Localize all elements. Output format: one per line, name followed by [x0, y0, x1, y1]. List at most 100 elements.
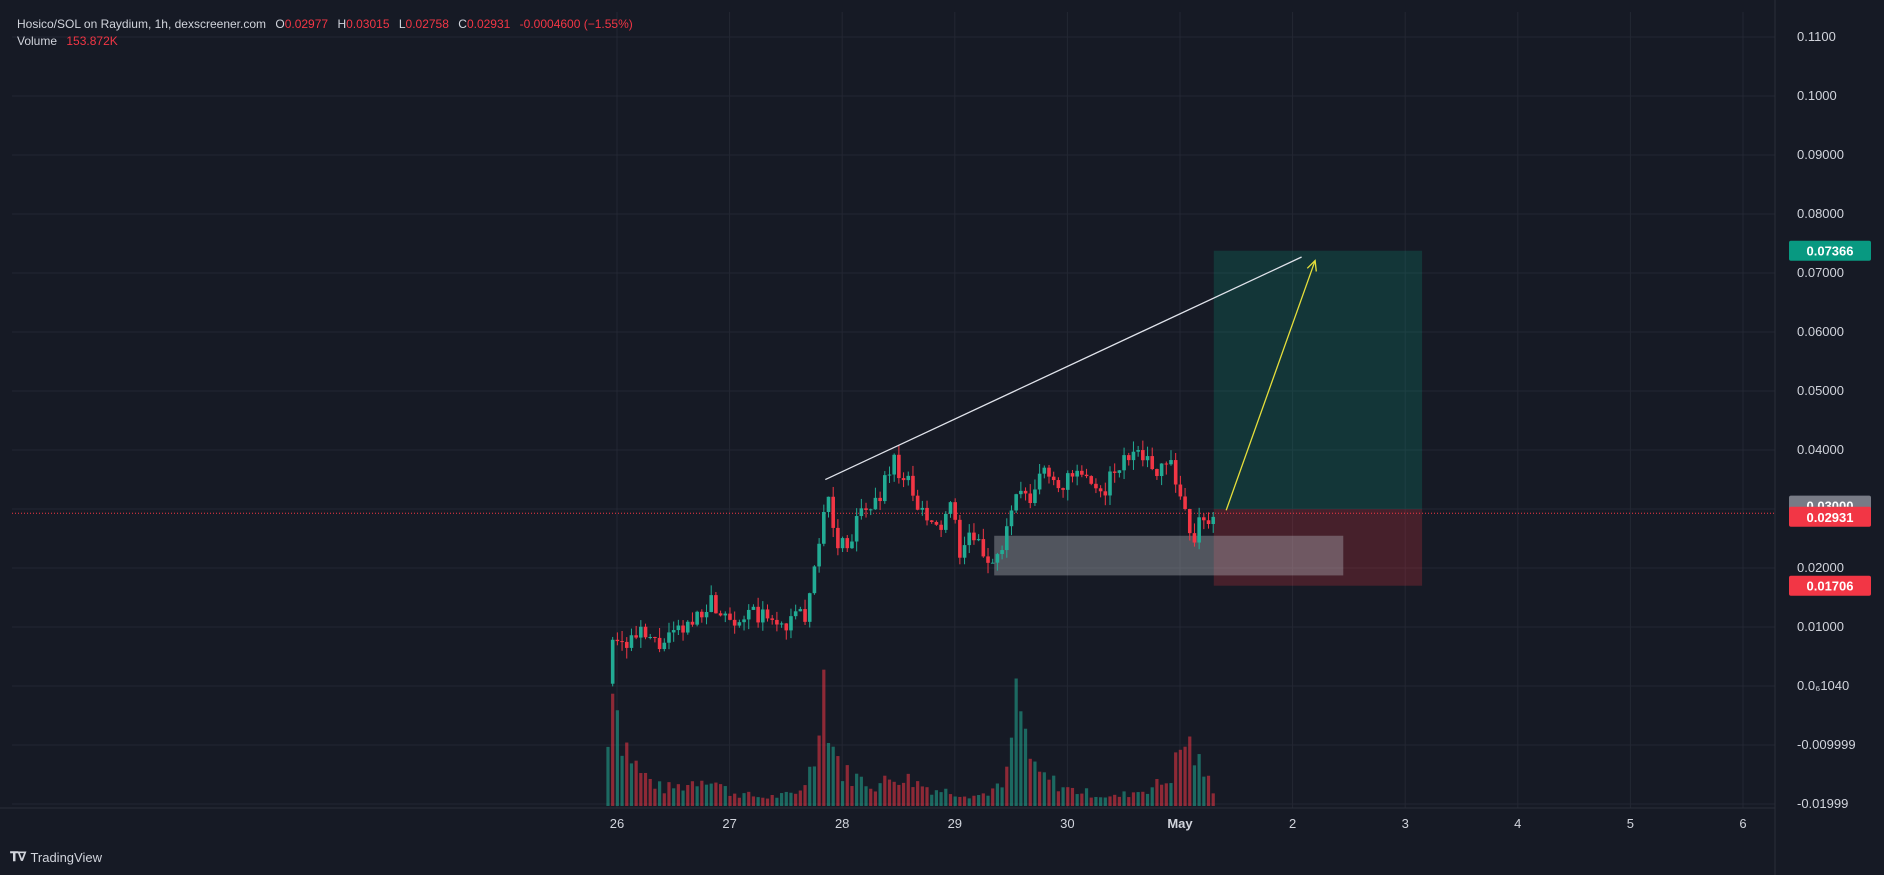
volume-bar: [1070, 787, 1075, 806]
x-tick-label: 27: [722, 816, 736, 831]
drawings[interactable]: [825, 256, 1317, 511]
volume-bar: [925, 787, 929, 806]
tradingview-logo-icon: 𝐓∇: [10, 849, 26, 864]
candle-body: [648, 637, 653, 639]
x-tick-label: 2: [1289, 816, 1296, 831]
symbol-title: Hosico/SOL on Raydium, 1h, dexscreener.c…: [17, 17, 267, 31]
demand-zone[interactable]: [994, 535, 1344, 576]
candle-body: [1136, 450, 1140, 452]
candle-body: [868, 509, 873, 511]
candle-body: [906, 475, 911, 481]
volume-bar: [812, 766, 817, 806]
volume-bar: [737, 797, 741, 806]
volume-bar: [1080, 793, 1084, 806]
candle-body: [610, 639, 615, 684]
volume-bar: [742, 793, 746, 806]
candle-body: [634, 635, 638, 638]
candle-body: [1009, 510, 1014, 527]
candle-body: [718, 613, 723, 616]
volume-bar: [728, 795, 732, 806]
volume-bar: [704, 784, 709, 806]
candle-body: [1075, 470, 1079, 477]
x-tick-label: 26: [610, 816, 624, 831]
candle-body: [784, 623, 789, 631]
volume-bar: [1056, 791, 1060, 806]
candle-body: [1037, 473, 1042, 490]
candle-body: [1028, 493, 1033, 504]
brand-name: TradingView: [30, 849, 102, 865]
volume-bar: [1099, 797, 1103, 806]
candle-body: [831, 496, 835, 528]
volume-row: Volume 153.872K: [17, 33, 633, 50]
candle-body: [653, 637, 657, 639]
volume-bar: [869, 788, 873, 806]
volume-bar: [850, 786, 854, 806]
candle-body: [737, 622, 742, 626]
volume-bar: [695, 786, 699, 806]
candle-body: [1202, 517, 1206, 521]
volume-bar: [733, 793, 737, 806]
volume-bar: [934, 790, 939, 806]
x-tick-label: 5: [1627, 816, 1634, 831]
candle-body: [962, 545, 967, 558]
volume-bar: [930, 794, 934, 806]
y-tick-label: 0.0₆1040: [1797, 678, 1849, 693]
candle-body: [1206, 520, 1211, 525]
candle-body: [939, 524, 943, 530]
volume-bar: [789, 792, 793, 806]
candle-body: [929, 520, 934, 522]
volume-bar: [981, 793, 985, 806]
volume-bar: [995, 783, 1000, 806]
candle-body: [742, 619, 746, 623]
volume-bar: [967, 798, 971, 806]
tradingview-brand[interactable]: 𝐓∇ TradingView: [10, 849, 102, 865]
candle-body: [728, 613, 732, 620]
volume-bar: [1188, 736, 1192, 806]
candle-body: [822, 512, 826, 544]
volume-bar: [1009, 737, 1014, 806]
volume-bar: [1141, 791, 1145, 806]
volume-bar: [986, 795, 990, 806]
volume-bar: [700, 780, 704, 806]
x-tick-label: 6: [1739, 816, 1746, 831]
volume-bar: [1169, 783, 1173, 806]
candle-body: [920, 507, 925, 510]
volume-bar: [1202, 776, 1206, 806]
candle-body: [1211, 516, 1216, 525]
volume-bar: [1183, 746, 1187, 806]
candle-body: [1126, 455, 1131, 461]
close-value: 0.02931: [466, 17, 511, 31]
candle-body: [639, 626, 643, 638]
volume-bar: [1033, 761, 1037, 806]
volume-bar: [831, 746, 835, 806]
y-tick-label: 0.08000: [1797, 206, 1844, 221]
candle-body: [779, 623, 784, 625]
candle-body: [1103, 491, 1108, 496]
low-value: 0.02758: [405, 17, 449, 31]
volume-bar: [1155, 779, 1159, 806]
volume-bar: [1160, 784, 1164, 806]
trendline: [825, 256, 1302, 481]
change-value: -0.0004600 (−1.55%): [519, 17, 633, 31]
volume-bar: [1019, 711, 1023, 806]
candle-body: [1159, 463, 1164, 477]
x-tick-label: 30: [1060, 816, 1074, 831]
candle-body: [1164, 463, 1169, 465]
volume-bar: [1047, 779, 1051, 806]
volume-bar: [714, 782, 718, 806]
volume-bar: [977, 795, 981, 806]
low-label: L: [398, 17, 406, 31]
candle-body: [620, 641, 624, 643]
volume-bar: [1192, 765, 1197, 806]
volume-bar: [1042, 772, 1046, 806]
volume-bar: [794, 793, 798, 806]
volume-bar: [690, 781, 695, 806]
x-tick-label: May: [1167, 816, 1193, 831]
long-position-tool[interactable]: [1213, 250, 1423, 586]
candle-body: [859, 508, 864, 517]
candle-body: [934, 521, 939, 525]
candle-body: [972, 532, 976, 541]
